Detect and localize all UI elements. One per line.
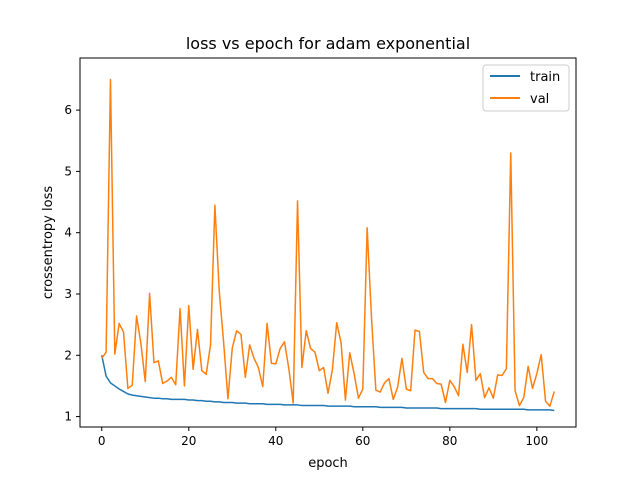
x-tick-label: 100 <box>525 434 548 448</box>
chart-title: loss vs epoch for adam exponential <box>186 34 470 53</box>
y-tick-label: 3 <box>64 287 72 301</box>
legend: train val <box>482 64 570 112</box>
x-axis-ticks: 0 20 40 60 80 100 <box>98 427 548 448</box>
series-line-train <box>101 355 555 412</box>
x-tick-label: 80 <box>442 434 457 448</box>
y-tick-label: 2 <box>64 348 72 362</box>
y-axis-label: crossentropy loss <box>41 186 56 299</box>
plot-area <box>101 78 555 412</box>
series-line-val <box>101 78 555 407</box>
legend-val-label: val <box>530 92 549 107</box>
x-axis-label: epoch <box>308 456 348 471</box>
x-tick-label: 40 <box>268 434 283 448</box>
y-axis-ticks: 1 2 3 4 5 6 <box>64 103 80 424</box>
y-tick-label: 1 <box>64 410 72 424</box>
x-tick-label: 60 <box>355 434 370 448</box>
x-tick-label: 0 <box>98 434 106 448</box>
y-tick-label: 5 <box>64 164 72 178</box>
axes-frame <box>79 57 577 428</box>
y-tick-label: 6 <box>64 103 72 117</box>
legend-train-label: train <box>530 70 560 85</box>
y-tick-label: 4 <box>64 226 72 240</box>
x-tick-label: 20 <box>181 434 196 448</box>
